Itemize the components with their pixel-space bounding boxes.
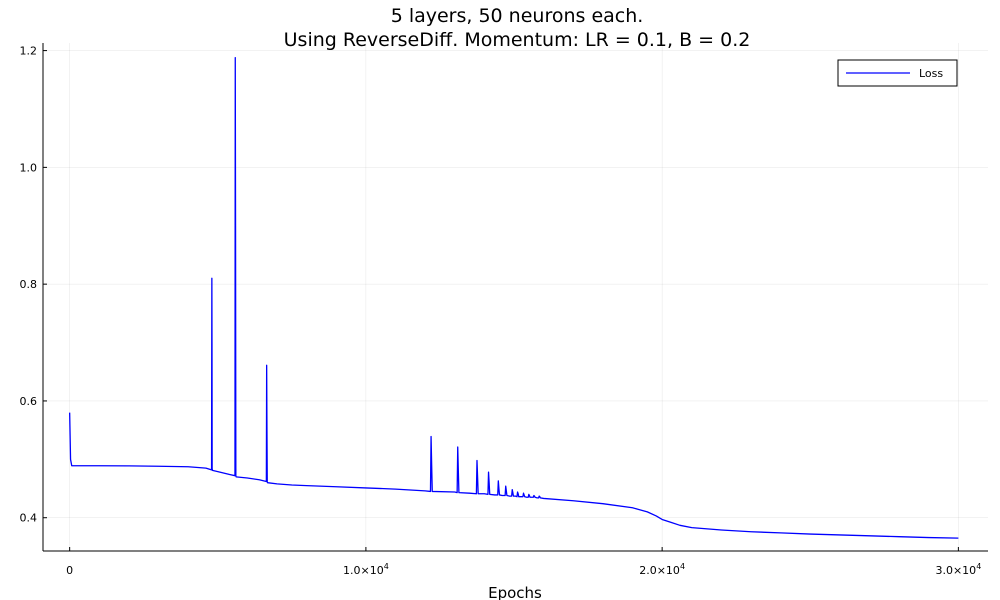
grid [43,43,988,551]
legend: Loss [837,59,958,87]
series-line-loss [69,56,959,539]
x-tick-exponent: 4 [384,562,389,571]
x-tick-label: 2.0×104 [639,562,685,577]
y-tick-label: 1.2 [20,45,38,58]
chart-title-line-1: 5 layers, 50 neurons each. [391,5,644,27]
y-tick-label: 1.0 [20,161,38,174]
x-tick-exponent: 4 [976,562,981,571]
y-tick-label: 0.8 [20,278,38,291]
x-tick-label: 1.0×104 [343,562,389,577]
x-tick-label: 3.0×104 [935,562,981,577]
legend-label-loss: Loss [919,67,943,80]
series-layer [69,56,959,539]
y-tick-label: 0.6 [20,395,38,408]
x-tick-exponent: 4 [680,562,685,571]
y-tick-label: 0.4 [20,512,38,525]
chart-title-line-2: Using ReverseDiff. Momentum: LR = 0.1, B… [284,29,751,51]
x-axis-label: Epochs [488,584,542,600]
axes: 0 1.0×104 2.0×104 3.0×104 0.4 0.6 0.8 1.0 1.2 [20,43,988,577]
x-tick-label: 0 [66,564,73,577]
